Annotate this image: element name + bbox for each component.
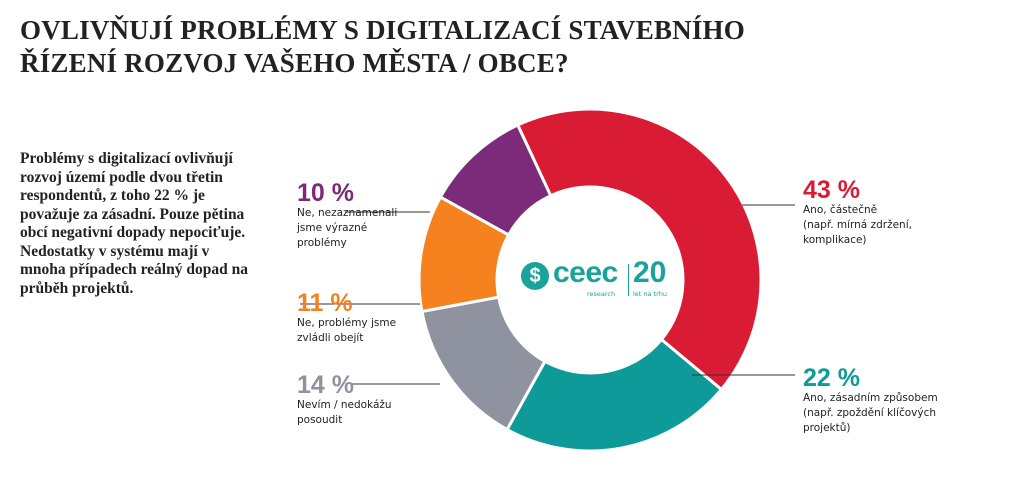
slice-label-text: Nevím / nedokážu	[297, 399, 392, 411]
slice-percent: 10 %	[297, 179, 354, 207]
slice-label-text: (např. mírná zdržení,	[803, 219, 912, 231]
slice-label: 22 % Ano, zásadním způsobem (např. zpožděn…	[803, 365, 938, 436]
slice-label: 14 % Nevím / nedokážu posoudit	[297, 372, 392, 428]
ceec-logo-brand: ceec	[553, 256, 618, 289]
slice-percent: 11 %	[297, 289, 353, 317]
donut-slice	[515, 107, 763, 392]
slice-label-text: Ano, částečně	[803, 204, 878, 216]
slice-label-text: problémy	[297, 237, 347, 249]
chart-title: OVLIVŇUJÍ PROBLÉMY S DIGITALIZACÍ STAVEB…	[20, 14, 745, 80]
chart-summary: Problémy s digitalizací ovlivňují rozvoj…	[20, 150, 248, 297]
ceec-logo-number: 20	[633, 256, 667, 289]
slice-percent: 43 %	[803, 176, 860, 204]
chart-title-line: ŘÍZENÍ ROZVOJ VAŠEHO MĚSTA / OBCE?	[20, 48, 569, 78]
slice-label: 10 % Ne, nezaznamenali jsme výrazné problém…	[297, 180, 397, 251]
slice-label-text: jsme výrazné	[297, 222, 368, 234]
slice-label: 11 % Ne, problémy jsme zvládli obejít	[297, 290, 396, 346]
slice-label-text: Ne, nezaznamenali	[297, 207, 398, 219]
slice-label-text: komplikace)	[803, 234, 867, 246]
chart-title-line: OVLIVŇUJÍ PROBLÉMY S DIGITALIZACÍ STAVEB…	[20, 15, 745, 45]
slice-percent: 22 %	[803, 364, 860, 392]
slice-label-text: posoudit	[297, 414, 343, 426]
slice-percent: 14 %	[297, 371, 354, 399]
ceec-logo-icon: $	[521, 262, 549, 290]
logo-divider	[628, 264, 629, 296]
donut-slice	[505, 337, 724, 453]
slice-label-text: (např. zpoždění klíčových	[803, 407, 936, 419]
slice-label-text: projektů)	[803, 422, 851, 434]
slice-label: 43 % Ano, částečně (např. mírná zdržení, ko…	[803, 177, 912, 248]
ceec-logo-sub: research	[587, 290, 616, 298]
slice-label-text: zvládli obejít	[297, 332, 364, 344]
ceec-logo: $ ceec research 20 let na trhu	[521, 256, 667, 300]
donut-slice	[438, 123, 553, 237]
slice-label-text: Ne, problémy jsme	[297, 317, 397, 329]
ceec-logo-tagline: let na trhu	[633, 290, 667, 298]
slice-label-text: Ano, zásadním způsobem	[803, 392, 938, 404]
